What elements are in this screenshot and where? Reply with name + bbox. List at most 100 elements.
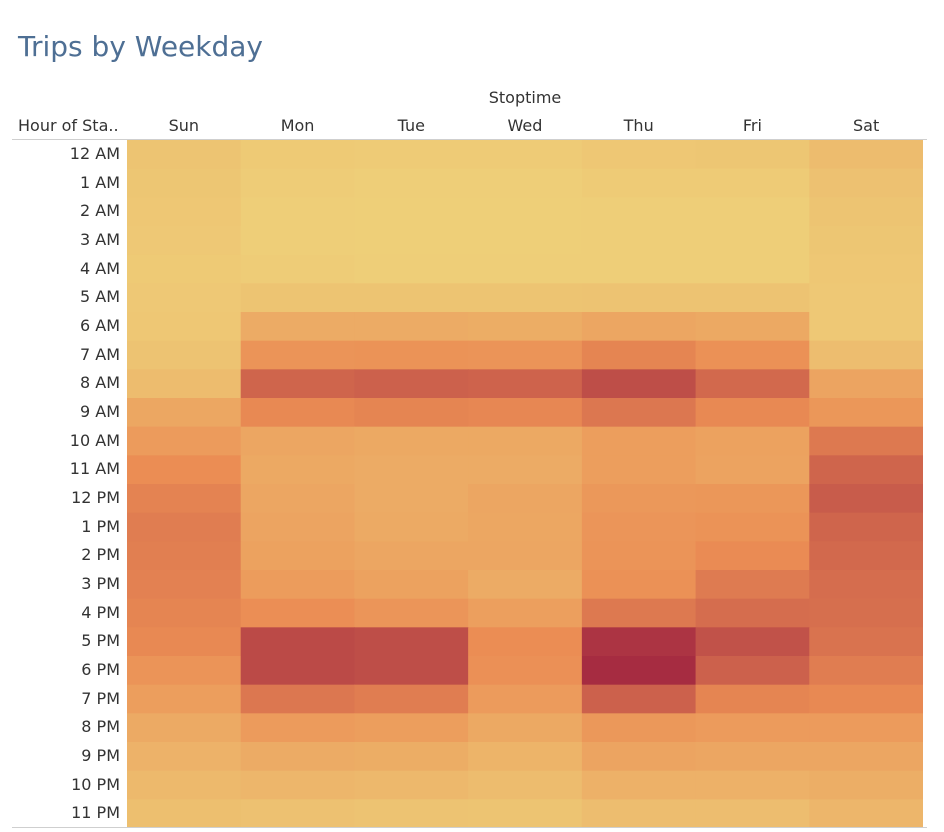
heatmap-cell (240, 684, 356, 714)
heatmap-cell (695, 570, 810, 600)
heatmap-cell (809, 570, 923, 600)
heatmap-cell (809, 512, 923, 542)
row-header-title: Hour of Sta.. (18, 116, 119, 135)
heatmap-cell (240, 254, 356, 284)
heatmap-cell (695, 627, 810, 657)
heatmap-cell (695, 541, 810, 571)
row-label: 4 PM (81, 602, 120, 622)
column-label-sat: Sat (853, 116, 880, 135)
heatmap-cell (240, 656, 356, 686)
heatmap-cell (581, 484, 697, 514)
heatmap-cell (468, 742, 583, 772)
heatmap-cell (581, 799, 697, 828)
heatmap-cell (581, 426, 697, 456)
column-label-fri: Fri (742, 116, 762, 135)
row-label: 10 PM (71, 774, 120, 794)
row-label: 12 AM (69, 144, 120, 163)
heatmap-cell (240, 398, 356, 428)
heatmap-cell (127, 254, 242, 284)
heatmap-cell (240, 140, 356, 170)
heatmap-cell (127, 484, 242, 514)
row-label: 11 PM (71, 803, 120, 823)
heatmap-cell (695, 312, 810, 342)
heatmap-cell (240, 340, 356, 370)
row-label: 12 PM (71, 488, 120, 507)
heatmap-cell (468, 684, 583, 714)
heatmap-cell (695, 484, 810, 514)
heatmap-cell (581, 369, 697, 399)
heatmap-cell (240, 426, 356, 456)
heatmap-cell (695, 598, 810, 628)
heatmap-cell (127, 742, 242, 772)
row-label: 1 AM (79, 172, 120, 192)
column-label-wed: Wed (507, 116, 543, 135)
heatmap-cell (354, 484, 469, 514)
heatmap-cell (127, 512, 242, 542)
heatmap-cell (127, 168, 242, 198)
row-label: 3 PM (81, 574, 120, 593)
heatmap-cell (127, 598, 242, 628)
heatmap-cell (695, 369, 810, 399)
heatmap-cell (581, 398, 697, 428)
heatmap-cell (354, 168, 469, 198)
heatmap-cell (354, 684, 469, 714)
heatmap-cell (127, 140, 242, 170)
heatmap-cell (127, 426, 242, 456)
heatmap-cell (468, 598, 583, 628)
heatmap-cell (240, 197, 356, 227)
heatmap-cell (354, 627, 469, 657)
heatmap-cell (354, 799, 469, 828)
heatmap-cell (581, 283, 697, 313)
heatmap-cell (127, 340, 242, 370)
heatmap-cell (240, 598, 356, 628)
heatmap-cell (468, 656, 583, 686)
heatmap-cell (127, 770, 242, 800)
heatmap-cell (695, 254, 810, 284)
heatmap-cell (354, 426, 469, 456)
heatmap-cell (581, 541, 697, 571)
heatmap-cell (809, 742, 923, 772)
heatmap-cell (468, 340, 583, 370)
heatmap-cell (581, 570, 697, 600)
heatmap-cell (354, 140, 469, 170)
heatmap-cell (468, 484, 583, 514)
row-label: 1 PM (81, 516, 120, 536)
heatmap-cell (809, 799, 923, 828)
heatmap-cell (581, 168, 697, 198)
heatmap-cell (240, 484, 356, 514)
heatmap-cell (581, 340, 697, 370)
heatmap-cell (695, 684, 810, 714)
row-label: 9 PM (81, 746, 120, 765)
row-label: 7 PM (81, 688, 120, 708)
heatmap-cell (695, 512, 810, 542)
heatmap-cell (354, 226, 469, 256)
heatmap-cell (809, 455, 923, 485)
heatmap-cell (354, 656, 469, 686)
heatmap-cell (240, 455, 356, 485)
heatmap-cell (809, 226, 923, 256)
heatmap-cell (127, 283, 242, 313)
column-label-thu: Thu (623, 116, 654, 135)
column-label-sun: Sun (168, 116, 200, 135)
heatmap-cell (581, 512, 697, 542)
heatmap-cell (468, 254, 583, 284)
heatmap-cell (809, 627, 923, 657)
row-label: 8 AM (79, 373, 120, 393)
heatmap-cell (809, 684, 923, 714)
heatmap-cell (127, 713, 242, 743)
heatmap-cell (127, 369, 242, 399)
heatmap-cell (240, 742, 356, 772)
heatmap-cell (127, 570, 242, 600)
row-label: 7 AM (79, 344, 120, 364)
heatmap-cell (581, 312, 697, 342)
heatmap-cell (581, 226, 697, 256)
heatmap-cell (468, 512, 583, 542)
heatmap-cell (809, 656, 923, 686)
heatmap-cell (809, 598, 923, 628)
heatmap-cell (581, 254, 697, 284)
heatmap-cell (354, 398, 469, 428)
heatmap-cell (468, 455, 583, 485)
heatmap-cell (695, 426, 810, 456)
heatmap-cell (695, 742, 810, 772)
heatmap-cell (695, 168, 810, 198)
